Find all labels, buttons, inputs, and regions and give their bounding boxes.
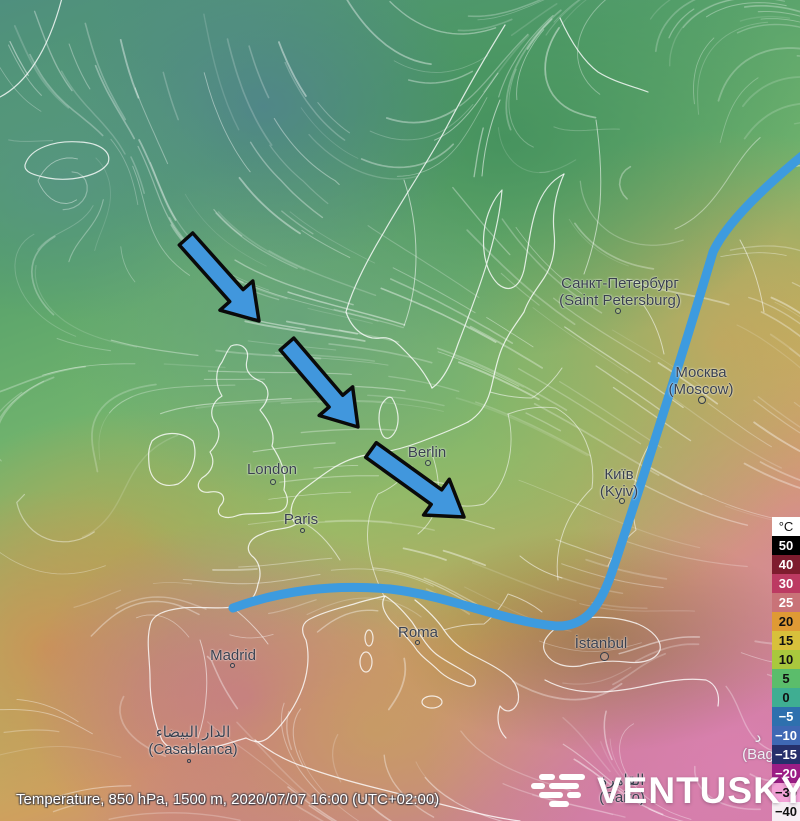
city-label[interactable]: İstanbul	[575, 635, 628, 652]
city-subname: (Kyiv)	[599, 483, 639, 500]
city-label[interactable]: Київ (Kyiv)	[600, 466, 638, 500]
city-marker[interactable]	[187, 759, 191, 763]
city-label[interactable]: London	[247, 461, 297, 478]
legend-cell: 20	[772, 612, 800, 631]
city-name: الدار البيضاء	[155, 724, 231, 741]
legend-cell: 30	[772, 574, 800, 593]
ventusky-wordmark: VENTUSKY	[597, 770, 800, 811]
city-name: London	[246, 461, 298, 478]
legend-cell: 5	[772, 669, 800, 688]
legend-cell: −15	[772, 745, 800, 764]
legend-unit-header: °C	[772, 517, 800, 536]
city-marker[interactable]	[270, 479, 276, 485]
city-marker[interactable]	[619, 498, 625, 504]
city-label[interactable]: القاهرة (Cairo)	[599, 772, 645, 806]
legend-cell: 0	[772, 688, 800, 707]
status-bar: Temperature, 850 hPa, 1500 m, 2020/07/07…	[16, 791, 440, 808]
city-marker[interactable]	[615, 308, 621, 314]
ventusky-wind-icon	[531, 774, 585, 807]
legend-cell: −5	[772, 707, 800, 726]
city-marker[interactable]	[599, 651, 609, 661]
city-name: Madrid	[210, 647, 256, 664]
city-label[interactable]: د (Bag	[742, 729, 774, 763]
city-marker[interactable]	[299, 527, 305, 533]
legend-cell: 15	[772, 631, 800, 650]
city-marker[interactable]	[414, 639, 420, 645]
city-label[interactable]: Paris	[284, 511, 318, 528]
city-subname: (Bag	[742, 746, 774, 763]
legend-cell: −20	[772, 764, 800, 783]
legend-cell: 25	[772, 593, 800, 612]
legend-cell: 10	[772, 650, 800, 669]
legend-cell: −40	[772, 802, 800, 821]
city-name: Roma	[397, 624, 439, 641]
city-name: القاهرة	[599, 772, 645, 789]
legend-cell: −10	[772, 726, 800, 745]
city-name: Санкт-Петербург	[561, 275, 679, 292]
city-name: Berlin	[407, 444, 447, 461]
legend-cell: 40	[772, 555, 800, 574]
city-name: Москва	[675, 364, 727, 381]
city-subname: (Cairo)	[599, 789, 645, 806]
legend-cell: −30	[772, 783, 800, 802]
city-subname: (Saint Petersburg)	[559, 292, 681, 309]
city-marker[interactable]	[425, 460, 431, 466]
city-label[interactable]: Roma	[398, 624, 438, 641]
city-label[interactable]: Madrid	[210, 647, 256, 664]
city-label[interactable]: الدار البيضاء (Casablanca)	[148, 724, 237, 758]
city-name: İstanbul	[574, 635, 628, 652]
ventusky-logo[interactable]: VENTUSKY	[527, 770, 800, 812]
city-name: Київ	[604, 466, 634, 483]
city-marker[interactable]	[229, 662, 235, 668]
legend-cell: 50	[772, 536, 800, 555]
city-label[interactable]: Санкт-Петербург (Saint Petersburg)	[559, 275, 681, 309]
city-marker[interactable]	[698, 396, 706, 404]
city-name: Paris	[283, 511, 319, 528]
city-label[interactable]: Москва (Moscow)	[668, 364, 733, 398]
city-subname: (Casablanca)	[148, 741, 238, 758]
city-label[interactable]: Berlin	[408, 444, 446, 461]
city-name: د	[754, 729, 762, 746]
